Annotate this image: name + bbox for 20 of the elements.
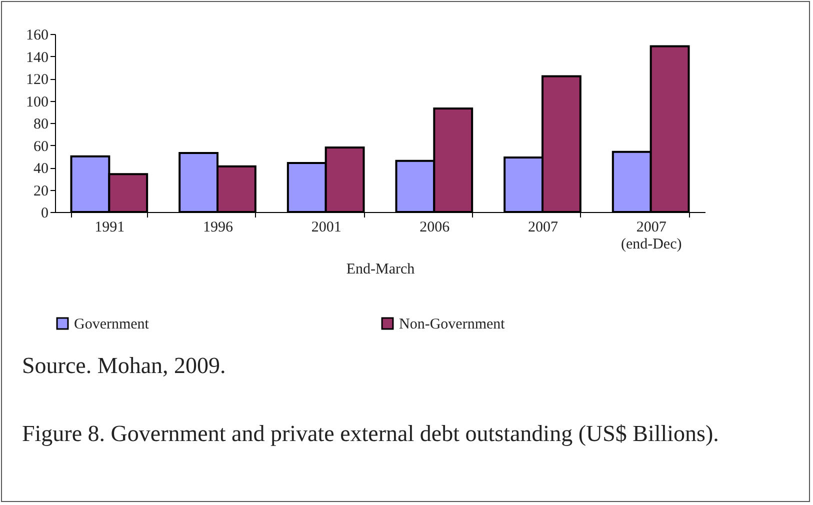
x-tick-label: 2007 (528, 220, 558, 236)
y-tick-label: 160 (26, 28, 48, 44)
y-tick-label: 80 (34, 116, 48, 132)
y-tick-label: 20 (34, 183, 48, 200)
x-tick-label: 1996 (203, 220, 234, 236)
y-tick-label: 40 (34, 161, 48, 177)
y-tick-label: 60 (34, 138, 48, 155)
x-tick-label: 2001 (311, 220, 342, 236)
caption: Figure 8. Government and private external debt outstanding (US$ Billions). (22, 420, 720, 448)
y-tick-label: 140 (26, 50, 48, 66)
source-note: Source. Mohan, 2009. (22, 352, 227, 380)
y-tick-label: 100 (26, 94, 48, 110)
x-tick-label: 2006 (420, 220, 450, 236)
x-tick-label: 2007 (end-Dec) (620, 220, 682, 252)
legend-label: Government (74, 316, 150, 333)
x-tick-label: 1991 (94, 220, 125, 236)
y-tick-label: 0 (41, 206, 48, 222)
y-tick-label: 120 (26, 72, 48, 88)
legend-label: Non-Government (399, 316, 506, 333)
x-axis-title: End-March (346, 262, 416, 278)
